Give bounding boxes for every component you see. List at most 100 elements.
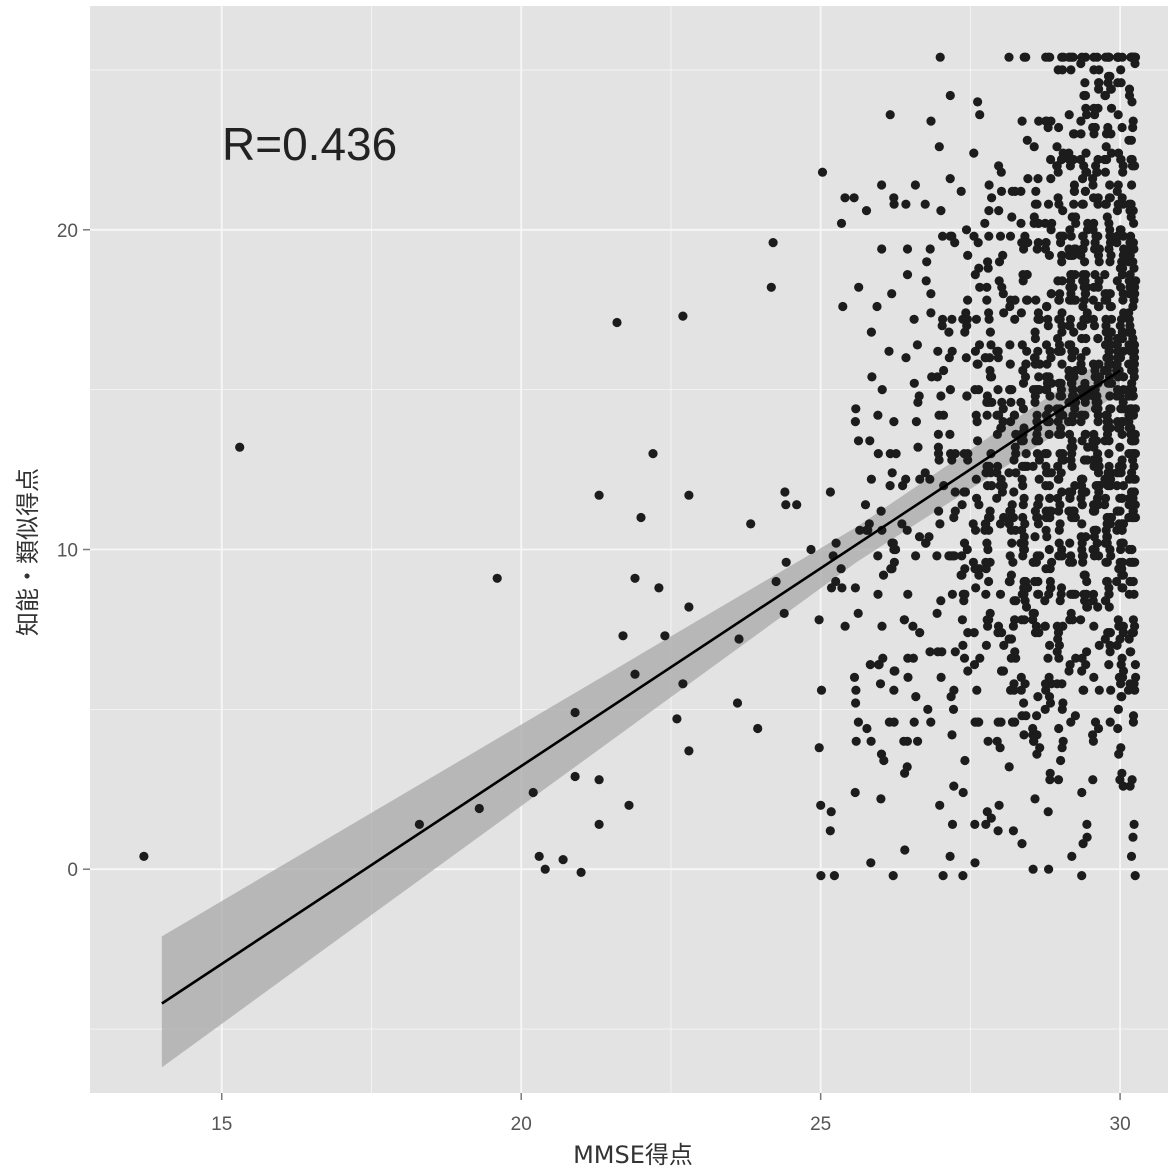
data-point <box>1070 481 1080 491</box>
data-point <box>922 257 932 267</box>
data-point <box>975 653 985 663</box>
data-point <box>873 551 883 561</box>
data-point <box>946 449 956 459</box>
data-point <box>1101 142 1111 152</box>
data-point <box>982 807 992 817</box>
data-point <box>1056 346 1066 356</box>
data-point <box>1129 679 1139 689</box>
data-point <box>992 346 1002 356</box>
data-point <box>911 551 921 561</box>
data-point <box>1117 583 1127 593</box>
x-tick-label: 30 <box>1110 1114 1131 1135</box>
data-point <box>1081 487 1091 497</box>
data-point <box>1104 346 1114 356</box>
data-point <box>993 385 1003 395</box>
data-point <box>1008 826 1019 836</box>
data-point <box>1057 487 1067 497</box>
x-tick-label: 20 <box>511 1114 532 1135</box>
data-point <box>947 730 957 740</box>
data-point <box>925 244 935 254</box>
data-point <box>1094 276 1104 286</box>
data-point <box>1066 65 1076 75</box>
data-point <box>836 218 847 228</box>
data-point <box>1081 660 1091 670</box>
data-point <box>1077 787 1087 798</box>
data-point <box>1112 276 1122 286</box>
data-point <box>1034 628 1044 638</box>
data-point <box>1069 199 1079 209</box>
data-point <box>972 685 982 695</box>
data-point <box>1076 615 1086 625</box>
data-point <box>961 308 971 318</box>
data-point <box>1077 244 1087 254</box>
data-point <box>1018 481 1028 491</box>
data-point <box>1080 429 1090 439</box>
data-point <box>997 397 1007 407</box>
data-point <box>1034 116 1044 126</box>
data-point <box>1044 250 1054 260</box>
data-point <box>909 717 919 727</box>
data-point <box>1076 116 1086 126</box>
data-point <box>1005 340 1015 350</box>
data-point <box>935 800 945 810</box>
data-point <box>1101 52 1111 62</box>
data-point <box>660 631 670 641</box>
data-point <box>1005 506 1015 516</box>
data-point <box>1093 468 1104 478</box>
data-point <box>816 871 826 881</box>
data-point <box>1089 544 1099 555</box>
data-point <box>1115 442 1125 452</box>
data-point <box>913 442 923 452</box>
data-point <box>1045 768 1055 778</box>
data-point <box>1100 500 1110 510</box>
data-point <box>1106 301 1116 312</box>
data-point <box>1069 372 1079 382</box>
data-point <box>1068 615 1078 625</box>
data-point <box>1104 289 1114 299</box>
data-point <box>849 672 860 683</box>
data-point <box>1031 295 1041 305</box>
data-point <box>851 404 861 414</box>
data-point <box>1103 468 1113 478</box>
data-point <box>825 487 836 497</box>
data-point <box>909 314 919 324</box>
data-point <box>1078 557 1088 567</box>
data-point <box>992 736 1002 746</box>
data-point <box>963 666 973 676</box>
data-point <box>982 282 992 292</box>
data-point <box>1056 755 1066 766</box>
data-point <box>969 660 980 670</box>
data-point <box>993 461 1003 471</box>
data-point <box>1100 436 1110 446</box>
data-point <box>1069 186 1079 196</box>
data-point <box>837 583 847 593</box>
data-point <box>1117 493 1127 503</box>
data-point <box>1017 340 1027 350</box>
data-point <box>1042 301 1052 312</box>
data-point <box>984 314 994 324</box>
data-point <box>1126 346 1136 356</box>
data-point <box>806 544 816 555</box>
data-point <box>414 819 424 830</box>
data-point <box>873 410 883 420</box>
data-point <box>865 436 875 446</box>
data-point <box>1044 468 1054 478</box>
data-point <box>1043 653 1053 663</box>
data-point <box>970 819 980 830</box>
data-point <box>771 576 781 587</box>
data-point <box>1032 711 1042 721</box>
data-point <box>927 372 937 382</box>
data-point <box>1089 103 1099 113</box>
data-point <box>1100 167 1110 177</box>
data-point <box>1018 404 1028 414</box>
data-point <box>1128 391 1138 401</box>
data-point <box>1057 743 1067 753</box>
data-point <box>1113 615 1123 625</box>
data-point <box>825 826 835 836</box>
data-point <box>1116 314 1127 324</box>
data-point <box>975 110 985 120</box>
data-point <box>1017 525 1027 535</box>
data-point <box>998 289 1008 299</box>
data-point <box>1053 775 1064 785</box>
data-point <box>984 180 994 190</box>
